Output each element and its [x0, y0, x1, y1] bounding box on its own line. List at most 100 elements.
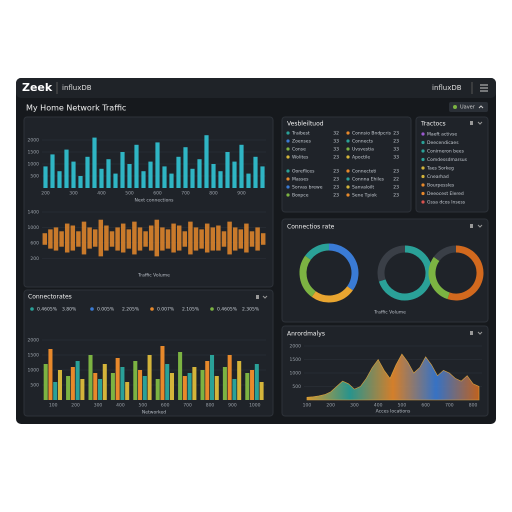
- stat: 0.005%: [97, 307, 115, 313]
- panel-icons[interactable]: [256, 121, 483, 335]
- band-bar: [59, 231, 64, 247]
- button-label[interactable]: Uaver: [460, 105, 476, 111]
- chevron[interactable]: [478, 105, 484, 109]
- item-value: 33: [393, 147, 399, 153]
- bar: [204, 135, 209, 188]
- product[interactable]: influxDB: [62, 84, 92, 92]
- band-bar: [216, 225, 221, 251]
- y-tick-label: 200: [30, 256, 39, 262]
- bar: [211, 164, 216, 188]
- x-tick-label: 1000: [249, 403, 261, 409]
- y-tick-label: 500: [292, 384, 301, 390]
- x-tick-label: 300: [350, 403, 359, 409]
- x-tick-label: 800: [209, 191, 218, 197]
- bar: [260, 166, 265, 188]
- bar: [98, 379, 103, 400]
- y-tick-label: 1000: [28, 225, 40, 231]
- stat: 2.105%: [182, 307, 200, 313]
- bar: [142, 376, 147, 400]
- x-tick-label: 200: [71, 403, 80, 409]
- panel: [281, 218, 489, 323]
- bar: [48, 349, 53, 400]
- dot: [346, 131, 350, 135]
- band-bar: [221, 231, 227, 247]
- item-value: 23: [393, 139, 399, 145]
- item-value: 23: [333, 185, 339, 191]
- band-bar: [48, 229, 53, 249]
- bar: [246, 173, 251, 188]
- bar: [210, 355, 215, 400]
- panel-title: Connectorates: [28, 294, 72, 301]
- bar: [133, 361, 138, 400]
- bar: [57, 370, 63, 400]
- bar: [64, 149, 69, 188]
- x-tick-label: 100: [49, 403, 58, 409]
- item-label: Boxpce: [292, 193, 309, 199]
- item-label: Cnearhad: [427, 174, 449, 180]
- band-bar: [232, 227, 238, 251]
- band-bar: [92, 229, 98, 247]
- y-tick-label: 600: [30, 240, 39, 246]
- x-tick-label: 300: [94, 403, 103, 409]
- dot: [346, 155, 350, 159]
- bar: [197, 159, 202, 188]
- x-tick-label: 500: [398, 403, 407, 409]
- x-axis-label: Networked: [142, 410, 166, 416]
- menu-icon[interactable]: [480, 84, 488, 92]
- bar: [237, 361, 242, 400]
- dot: [286, 177, 290, 181]
- bar: [127, 164, 132, 188]
- band-bar: [115, 227, 120, 251]
- item-label: Sorvas brewe: [292, 185, 323, 191]
- band-bar: [210, 227, 216, 251]
- item-label: Ooreflices: [292, 169, 315, 175]
- dot: [421, 132, 425, 136]
- band-bar: [182, 231, 188, 247]
- donut-segment: [299, 255, 316, 297]
- y-tick-label: 500: [30, 174, 39, 180]
- band-bar: [70, 225, 76, 251]
- x-tick-label: 400: [116, 403, 125, 409]
- dot: [421, 166, 425, 170]
- dot: [421, 174, 425, 179]
- bar: [80, 379, 85, 400]
- bar: [214, 376, 219, 400]
- dot: [286, 193, 290, 197]
- x-axis-label: Acces locations: [376, 409, 411, 415]
- item-label: Sene Tpiok: [352, 193, 377, 199]
- band-bar: [199, 229, 204, 249]
- y-tick-label: 1500: [28, 150, 40, 156]
- x-tick-label: 600: [153, 191, 162, 197]
- item-label: Zoenses: [292, 139, 312, 145]
- item-label: Gssa dcos lnsess: [427, 200, 466, 206]
- donut-segment: [433, 245, 457, 262]
- band-bar: [238, 229, 244, 249]
- dot: [286, 185, 290, 189]
- item-label: Taes Sorkeg: [426, 166, 454, 172]
- dot: [286, 147, 290, 151]
- item-value: 22: [393, 177, 399, 183]
- item-label: Uvsvestia: [352, 147, 374, 153]
- product-right[interactable]: influxDB: [432, 84, 462, 92]
- bar: [110, 373, 115, 400]
- band-bar: [188, 221, 193, 255]
- dot: [286, 169, 290, 173]
- band-bar: [260, 233, 266, 245]
- donut-segment: [305, 243, 330, 260]
- bar: [222, 367, 227, 400]
- item-value: 23: [393, 131, 399, 137]
- y-tick-label: 1000: [290, 371, 302, 377]
- item-label: Deeocest Elered: [427, 191, 464, 197]
- bar: [155, 142, 160, 188]
- x-tick-label: 500: [125, 191, 134, 197]
- item-value: 23: [393, 185, 399, 191]
- band-bar: [53, 227, 59, 251]
- bar: [227, 355, 232, 400]
- y-tick-label: 1000: [28, 368, 40, 374]
- bar: [190, 168, 195, 188]
- button[interactable]: [449, 102, 488, 112]
- item-label: Comdessdmarsus: [427, 157, 468, 163]
- x-tick-label: 300: [69, 191, 78, 197]
- bar: [253, 156, 258, 188]
- bar: [75, 361, 80, 400]
